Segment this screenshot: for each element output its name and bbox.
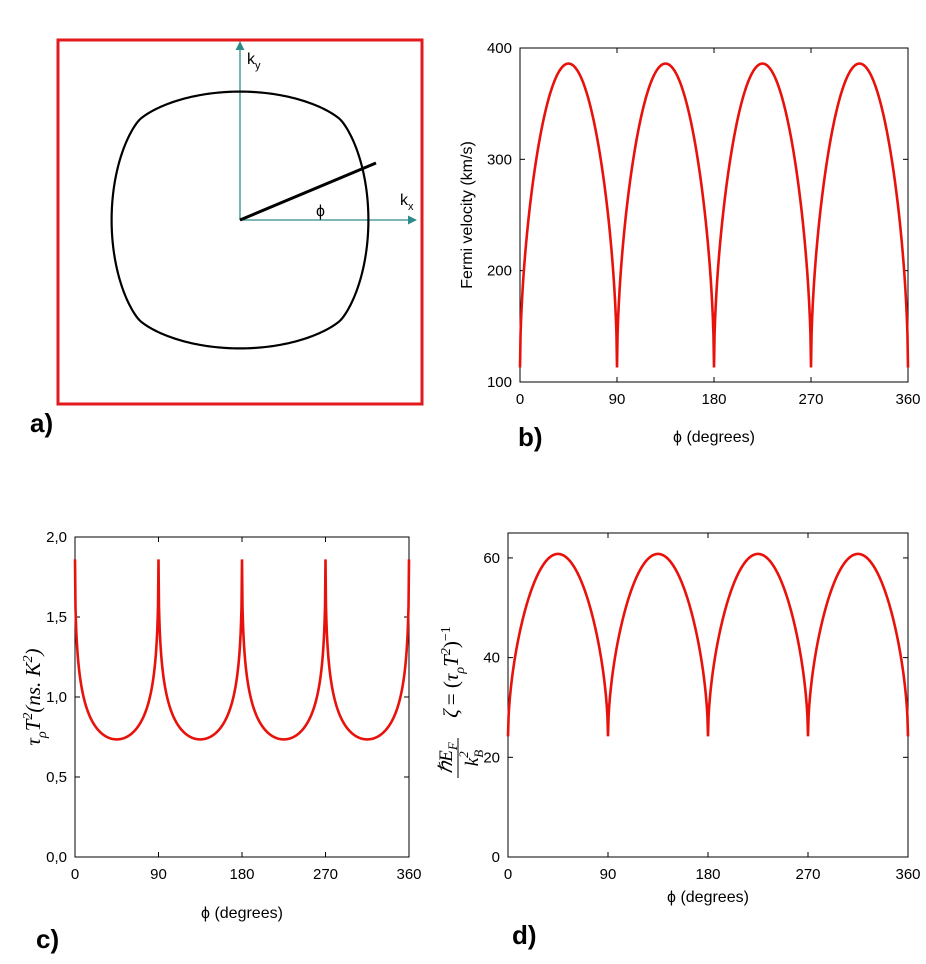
ky-label: ky [247, 51, 261, 72]
panel-b-y-axis-label: Fermi velocity (km/s) [459, 141, 476, 289]
panel-a: ky kx ϕ a) [30, 38, 424, 438]
y-tick-label: 2,0 [46, 529, 67, 546]
x-tick-label: 270 [313, 866, 338, 883]
panel-c-label: c) [36, 924, 59, 954]
panel-c: 0 90 180 270 360 0,0 0,5 1,0 1,5 2,0 τρT2(ns. K2)… [21, 529, 422, 954]
y-tick-label: 40 [483, 650, 500, 667]
panel-d-label: d) [512, 920, 537, 950]
x-tick-label: 90 [609, 391, 626, 408]
y-tick-label: 0,0 [46, 849, 67, 866]
y-tick-label: 1,0 [46, 689, 67, 706]
panel-b-fermi-velocity-curve [518, 62, 910, 368]
y-tick-label: 200 [487, 263, 512, 280]
y-tick-label: 0 [492, 849, 500, 866]
y-tick-label: 100 [487, 374, 512, 391]
panel-c-x-axis-label: ϕ (degrees) [201, 905, 283, 922]
x-tick-label: 360 [895, 866, 920, 883]
y-tick-label: 300 [487, 151, 512, 168]
y-tick-label: 0,5 [46, 769, 67, 786]
y-tick-label: 400 [487, 40, 512, 57]
x-tick-label: 180 [229, 866, 254, 883]
x-tick-label: 0 [516, 391, 524, 408]
panel-b-label: b) [518, 422, 543, 452]
x-tick-label: 0 [71, 866, 79, 883]
fermi-surface-curve [110, 90, 370, 350]
panel-c-tau-rho-t2-curve [73, 559, 411, 741]
x-tick-label: 270 [795, 866, 820, 883]
panel-a-label: a) [30, 408, 53, 438]
x-tick-label: 180 [701, 391, 726, 408]
y-tick-label: 20 [483, 749, 500, 766]
panel-d-x-axis-label: ϕ (degrees) [667, 889, 749, 906]
panel-b: 0 90 180 270 360 100 200 300 400 Fermi velocity … [459, 40, 921, 452]
x-tick-label: 90 [600, 866, 617, 883]
phi-label: ϕ [316, 203, 325, 220]
x-tick-label: 270 [798, 391, 823, 408]
y-tick-label: 1,5 [46, 609, 67, 626]
x-tick-label: 180 [695, 866, 720, 883]
panel-d-y-label-fraction: ℏEF kB2 [436, 738, 486, 778]
svg-text:ℏEF: ℏEF [436, 741, 460, 774]
x-tick-label: 360 [895, 391, 920, 408]
panel-d-y-axis-label: ζ= (τρT2)−1 [439, 626, 468, 717]
kx-label: kx [400, 192, 414, 213]
panel-d-plot-frame [507, 532, 909, 858]
panel-b-x-axis-label: ϕ (degrees) [673, 429, 755, 446]
x-tick-label: 0 [504, 866, 512, 883]
x-tick-label: 90 [150, 866, 167, 883]
panel-a-frame [56, 38, 424, 406]
panel-d-zeta-curve [506, 552, 910, 737]
svg-text:kB2: kB2 [456, 750, 486, 766]
y-tick-label: 60 [483, 550, 500, 567]
k-vector [239, 161, 377, 222]
panel-c-y-axis-label: τρT2(ns. K2) [21, 648, 50, 745]
x-tick-label: 360 [396, 866, 421, 883]
